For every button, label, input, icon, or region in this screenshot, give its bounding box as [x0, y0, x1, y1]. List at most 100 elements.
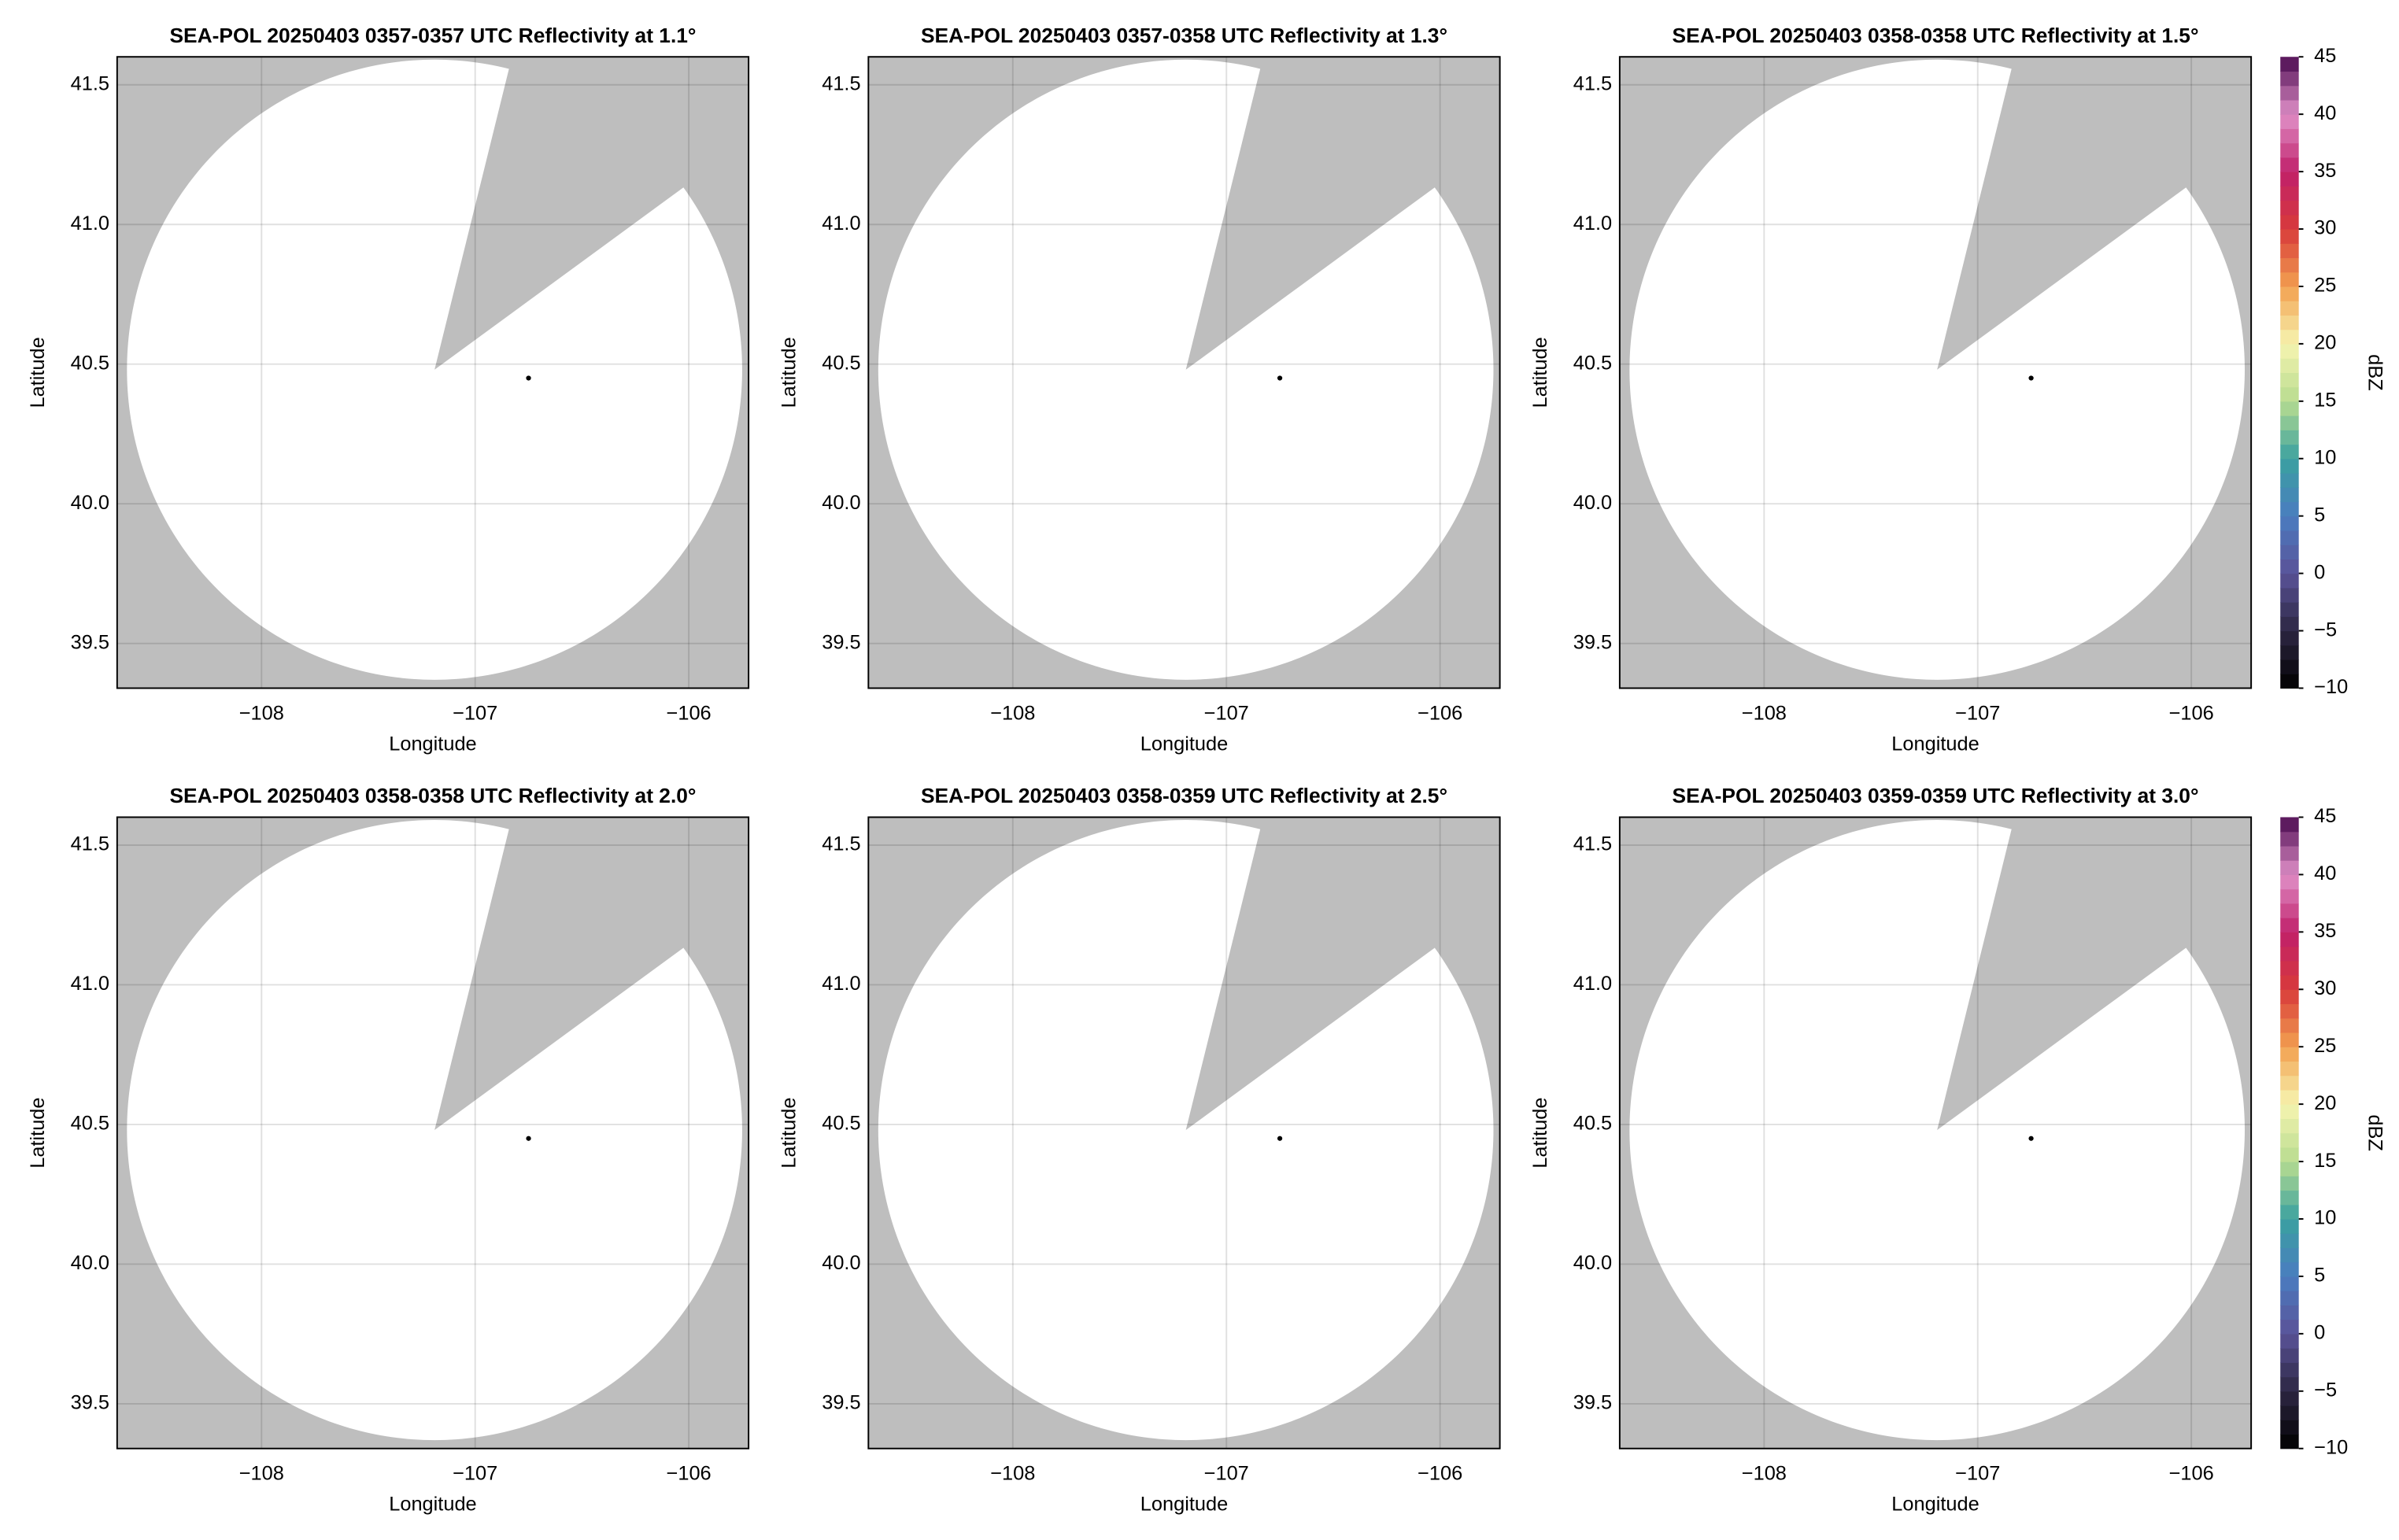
colorbar-bin: [2280, 903, 2299, 918]
colorbar-bin: [2280, 659, 2299, 674]
colorbar-bin: [2280, 946, 2299, 962]
colorbar-bin: [2280, 271, 2299, 287]
colorbar-bin: [2280, 1233, 2299, 1249]
colorbar-bin: [2280, 530, 2299, 545]
colorbar-bin: [2280, 545, 2299, 559]
y-tick-label: 41.0: [71, 973, 109, 995]
colorbar-tick-label: 45: [2314, 45, 2336, 67]
colorbar-bin: [2280, 214, 2299, 230]
x-tick-label: −106: [667, 702, 712, 724]
x-tick-label: −107: [1955, 1463, 2000, 1485]
colorbar-bin: [2280, 1219, 2299, 1234]
colorbar-bin: [2280, 1047, 2299, 1062]
colorbar-bin: [2280, 630, 2299, 646]
colorbar-tick-label: 5: [2314, 504, 2325, 526]
colorbar-bin: [2280, 1376, 2299, 1392]
site-marker: [1277, 1136, 1283, 1141]
y-tick-label: 39.5: [71, 1392, 109, 1414]
colorbar-bin: [2280, 888, 2299, 904]
colorbar-bin: [2280, 157, 2299, 172]
colorbar-bin: [2280, 1075, 2299, 1091]
colorbar-bin: [2280, 559, 2299, 574]
x-tick-label: −106: [2169, 1463, 2214, 1485]
colorbar-label: dBZ: [2364, 354, 2386, 391]
site-marker: [1277, 375, 1283, 381]
x-axis-label: Longitude: [1140, 733, 1228, 755]
site-marker: [526, 1136, 531, 1141]
colorbar-tick-label: −10: [2314, 676, 2348, 698]
colorbar-tick-label: 45: [2314, 805, 2336, 827]
y-tick-label: 40.5: [71, 352, 109, 374]
y-tick-label: 40.5: [822, 352, 860, 374]
colorbar-bin: [2280, 315, 2299, 331]
site-marker: [2028, 375, 2034, 381]
colorbar-bin: [2280, 1176, 2299, 1191]
x-axis-label: Longitude: [389, 1494, 476, 1516]
chart-title: SEA-POL 20250403 0359-0359 UTC Reflectiv…: [1673, 784, 2199, 807]
colorbar-bin: [2280, 200, 2299, 216]
y-tick-label: 40.5: [822, 1113, 860, 1135]
colorbar-tick-label: 15: [2314, 1150, 2336, 1172]
colorbar-bin: [2280, 301, 2299, 316]
colorbar-tick-label: −10: [2314, 1436, 2348, 1458]
colorbar-tick-label: 35: [2314, 160, 2336, 182]
colorbar-bin: [2280, 674, 2299, 689]
x-tick-label: −107: [1204, 1463, 1249, 1485]
colorbar-bin: [2280, 1118, 2299, 1134]
y-axis-label: Latitude: [1529, 1097, 1551, 1168]
colorbar-bin: [2280, 458, 2299, 474]
x-axis-label: Longitude: [1140, 1494, 1228, 1516]
y-tick-label: 39.5: [822, 1392, 860, 1414]
panel: −108 −107 −106 39.5 40.0 40.5 41.0 41.5 SEA-POL …: [1529, 24, 2386, 755]
colorbar-bin: [2280, 401, 2299, 416]
colorbar-bin: [2280, 644, 2299, 660]
x-tick-label: −107: [453, 702, 497, 724]
colorbar-bin: [2280, 1017, 2299, 1033]
y-tick-label: 40.5: [1573, 1113, 1612, 1135]
colorbar-bin: [2280, 114, 2299, 129]
y-tick-label: 40.0: [71, 492, 109, 514]
x-tick-label: −108: [990, 1463, 1035, 1485]
y-tick-label: 39.5: [1573, 1392, 1612, 1414]
colorbar-bin: [2280, 918, 2299, 932]
colorbar-bin: [2280, 85, 2299, 101]
x-tick-label: −108: [990, 702, 1035, 724]
colorbar-bin: [2280, 501, 2299, 517]
colorbar-bin: [2280, 1190, 2299, 1206]
colorbar-tick-label: 10: [2314, 1207, 2336, 1229]
coverage-area: [127, 820, 742, 1441]
colorbar-tick-label: 10: [2314, 446, 2336, 468]
x-axis-label: Longitude: [1891, 733, 1979, 755]
colorbar-bin: [2280, 71, 2299, 87]
y-tick-label: 41.0: [822, 212, 860, 235]
y-tick-label: 41.5: [1573, 833, 1612, 855]
y-tick-label: 41.0: [822, 973, 860, 995]
colorbar-bin: [2280, 1291, 2299, 1305]
plot-frame: [116, 56, 750, 689]
colorbar-bin: [2280, 487, 2299, 503]
colorbar-bin: [2280, 1132, 2299, 1148]
colorbar-bin: [2280, 932, 2299, 947]
colorbar-bin: [2280, 1161, 2299, 1176]
colorbar-bin: [2280, 229, 2299, 244]
colorbar-bin: [2280, 1204, 2299, 1220]
y-tick-label: 39.5: [71, 631, 109, 653]
colorbar-bin: [2280, 1247, 2299, 1263]
colorbar-tick-label: 40: [2314, 862, 2336, 884]
colorbar-bin: [2280, 286, 2299, 301]
colorbar-tick-label: 40: [2314, 102, 2336, 124]
y-tick-label: 39.5: [822, 631, 860, 653]
y-tick-label: 41.0: [1573, 973, 1612, 995]
coverage-area: [878, 820, 1494, 1441]
colorbar-bin: [2280, 172, 2299, 186]
x-tick-label: −107: [453, 1463, 497, 1485]
x-axis-label: Longitude: [389, 733, 476, 755]
plot-frame: [867, 56, 1501, 689]
colorbar-tick-label: 20: [2314, 1092, 2336, 1114]
colorbar-bin: [2280, 186, 2299, 201]
y-tick-label: 40.0: [71, 1252, 109, 1274]
colorbar-bin: [2280, 1362, 2299, 1378]
colorbar-tick-label: 35: [2314, 920, 2336, 942]
colorbar-tick-label: −5: [2314, 619, 2337, 641]
